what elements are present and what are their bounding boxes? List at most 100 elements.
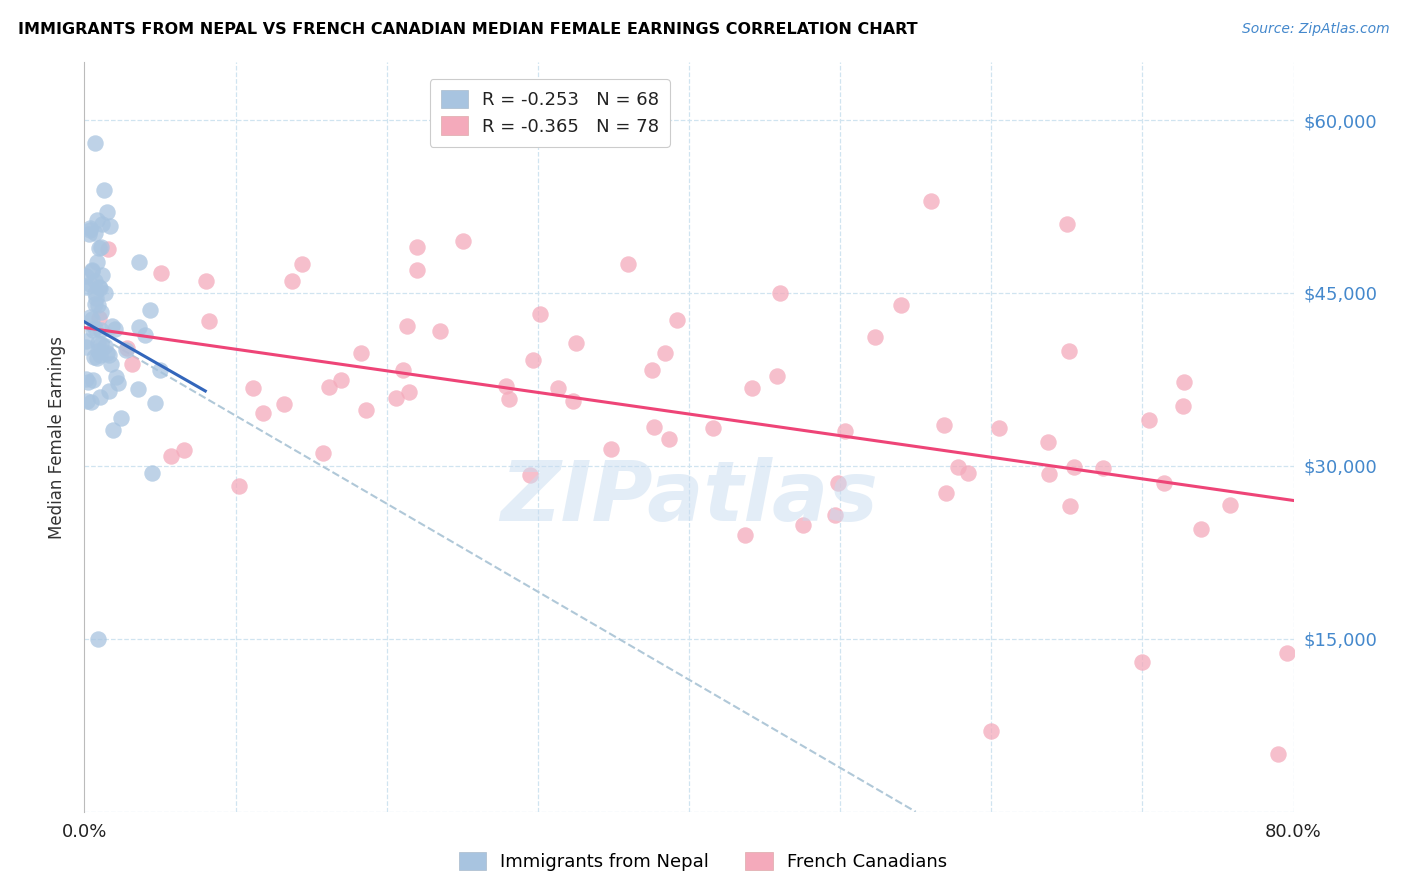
- Point: [280, 275, 302, 289]
- Point: [89, 348, 111, 362]
- Point: [83, 297, 105, 311]
- Point: [1275, 646, 1298, 660]
- Point: [91, 268, 114, 283]
- Point: [522, 352, 544, 367]
- Point: [100, 358, 122, 372]
- Point: [312, 446, 335, 460]
- Point: [406, 240, 429, 254]
- Point: [1038, 467, 1060, 482]
- Point: [396, 318, 419, 333]
- Point: [392, 363, 415, 377]
- Point: [75, 372, 97, 386]
- Point: [648, 125, 671, 139]
- Point: [641, 363, 664, 377]
- Point: [173, 443, 195, 458]
- Point: [702, 421, 724, 435]
- Point: [104, 322, 127, 336]
- Point: [318, 380, 340, 394]
- Point: [1171, 399, 1194, 413]
- Point: [98, 348, 121, 362]
- Point: [946, 460, 969, 475]
- Point: [824, 508, 846, 523]
- Point: [291, 257, 314, 271]
- Point: [75, 268, 97, 283]
- Point: [141, 467, 163, 481]
- Point: [330, 373, 353, 387]
- Point: [80, 394, 103, 409]
- Point: [107, 376, 129, 391]
- Point: [128, 254, 150, 268]
- Point: [90, 323, 112, 337]
- Point: [766, 368, 789, 383]
- Text: Source: ZipAtlas.com: Source: ZipAtlas.com: [1241, 22, 1389, 37]
- Point: [834, 425, 856, 439]
- Point: [617, 257, 640, 271]
- Point: [150, 266, 173, 280]
- Point: [354, 402, 377, 417]
- Point: [495, 379, 517, 393]
- Point: [79, 220, 101, 235]
- Point: [89, 281, 111, 295]
- Point: [519, 468, 541, 483]
- Point: [654, 345, 676, 359]
- Point: [87, 298, 110, 312]
- Point: [228, 478, 250, 492]
- Point: [89, 390, 111, 404]
- Point: [93, 182, 115, 196]
- Point: [75, 340, 97, 354]
- Point: [1173, 375, 1195, 389]
- Point: [121, 357, 143, 371]
- Point: [94, 339, 117, 353]
- Point: [75, 334, 97, 348]
- Point: [82, 373, 104, 387]
- Point: [75, 280, 97, 294]
- Point: [80, 264, 103, 278]
- Point: [82, 323, 104, 337]
- Point: [406, 263, 429, 277]
- Point: [827, 475, 849, 490]
- Point: [350, 345, 373, 359]
- Point: [87, 280, 110, 294]
- Point: [1092, 461, 1115, 475]
- Point: [451, 235, 474, 249]
- Point: [385, 391, 408, 405]
- Point: [86, 213, 108, 227]
- Point: [76, 375, 98, 389]
- Point: [139, 302, 162, 317]
- Point: [87, 336, 110, 351]
- Point: [149, 363, 172, 377]
- Point: [1057, 343, 1080, 358]
- Point: [84, 226, 107, 240]
- Point: [128, 319, 150, 334]
- Point: [84, 275, 107, 289]
- Point: [1189, 522, 1212, 536]
- Point: [920, 194, 942, 208]
- Point: [1137, 413, 1160, 427]
- Point: [1036, 435, 1059, 450]
- Point: [87, 241, 110, 255]
- Point: [96, 242, 118, 256]
- Point: [114, 343, 136, 358]
- Point: [79, 277, 101, 291]
- Point: [90, 240, 112, 254]
- Point: [80, 312, 103, 326]
- Point: [769, 285, 792, 300]
- Text: ZIPatlas: ZIPatlas: [501, 457, 877, 538]
- Point: [562, 394, 585, 409]
- Point: [1056, 217, 1078, 231]
- Point: [90, 217, 112, 231]
- Point: [90, 336, 112, 351]
- Point: [87, 632, 110, 646]
- Legend: R = -0.253   N = 68, R = -0.365   N = 78: R = -0.253 N = 68, R = -0.365 N = 78: [430, 79, 671, 146]
- Point: [104, 370, 127, 384]
- Point: [498, 392, 520, 406]
- Point: [76, 394, 98, 409]
- Point: [988, 421, 1011, 435]
- Point: [252, 406, 274, 420]
- Point: [890, 297, 912, 311]
- Point: [84, 136, 107, 150]
- Point: [134, 328, 156, 343]
- Point: [429, 324, 451, 338]
- Point: [96, 346, 118, 360]
- Point: [665, 313, 688, 327]
